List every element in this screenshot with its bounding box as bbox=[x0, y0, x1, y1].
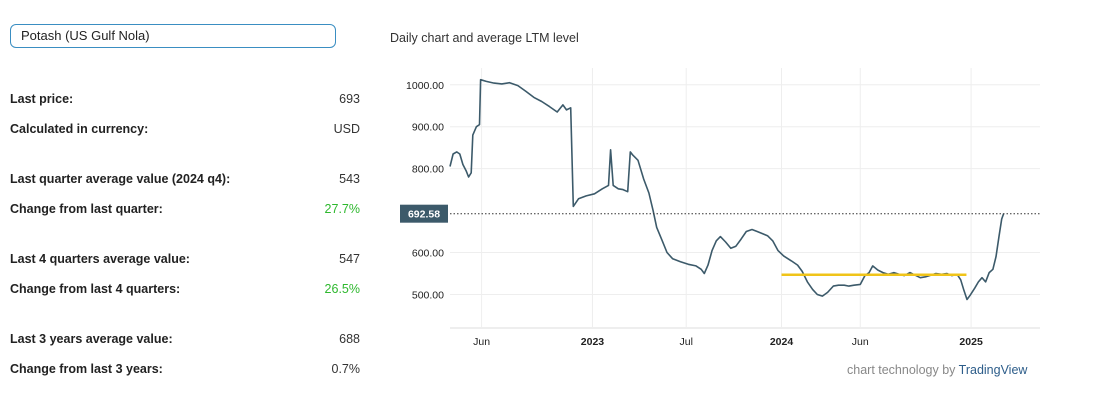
chart-credit: chart technology by TradingView bbox=[847, 363, 1027, 377]
y-tick-label: 900.00 bbox=[412, 122, 444, 134]
stat-row-3y-avg: Last 3 years average value: 688 bbox=[10, 332, 360, 350]
stat-row-change-3y: Change from last 3 years: 0.7% bbox=[10, 362, 360, 380]
last-price-marker: 692.58 bbox=[400, 204, 1040, 223]
stat-row-4q-avg: Last 4 quarters average value: 547 bbox=[10, 252, 360, 270]
stat-value: 27.7% bbox=[324, 202, 360, 216]
stat-label: Last price: bbox=[10, 92, 74, 106]
x-tick-label: 2024 bbox=[770, 336, 794, 348]
price-series-line bbox=[449, 78, 1005, 301]
stat-row-currency: Calculated in currency: USD bbox=[10, 122, 360, 140]
chart-title: Daily chart and average LTM level bbox=[390, 31, 579, 45]
y-axis: 1000.00 900.00 800.00 600.00 500.00 bbox=[406, 80, 444, 302]
x-axis: Jun 2023 Jul 2024 Jun 2025 bbox=[473, 336, 983, 348]
credit-prefix: chart technology by bbox=[847, 363, 956, 377]
x-tick-label: 2023 bbox=[581, 336, 605, 348]
stat-label: Calculated in currency: bbox=[10, 122, 149, 136]
stat-value: 693 bbox=[339, 92, 360, 106]
stat-label: Change from last 3 years: bbox=[10, 362, 163, 376]
last-price-tag bbox=[400, 204, 448, 223]
stat-value: 688 bbox=[339, 332, 360, 346]
stat-label: Last 3 years average value: bbox=[10, 332, 173, 346]
y-tick-label: 1000.00 bbox=[406, 80, 444, 92]
stat-label: Change from last quarter: bbox=[10, 202, 163, 216]
stat-value: USD bbox=[333, 122, 360, 136]
stat-row-change-last-quarter: Change from last quarter: 27.7% bbox=[10, 202, 360, 220]
stat-row-change-4q: Change from last 4 quarters: 26.5% bbox=[10, 282, 360, 300]
tradingview-link[interactable]: TradingView bbox=[958, 363, 1028, 377]
stat-value: 0.7% bbox=[331, 362, 361, 376]
stat-value: 543 bbox=[339, 172, 360, 186]
x-tick-label: Jun bbox=[852, 336, 869, 348]
stat-label: Last quarter average value (2024 q4): bbox=[10, 172, 231, 186]
x-tick-label: Jul bbox=[679, 336, 692, 348]
x-tick-label: 2025 bbox=[959, 336, 983, 348]
y-tick-label: 600.00 bbox=[412, 248, 444, 260]
stat-label: Change from last 4 quarters: bbox=[10, 282, 181, 296]
stat-value: 547 bbox=[339, 252, 360, 266]
stat-row-last-quarter-avg: Last quarter average value (2024 q4): 54… bbox=[10, 172, 360, 190]
stat-label: Last 4 quarters average value: bbox=[10, 252, 190, 266]
chart-series bbox=[449, 78, 1005, 301]
commodity-selector[interactable]: Potash (US Gulf Nola) bbox=[10, 24, 336, 48]
stat-row-last-price: Last price: 693 bbox=[10, 92, 360, 110]
chart-grid bbox=[450, 68, 1040, 329]
y-tick-label: 500.00 bbox=[412, 289, 444, 301]
x-tick-label: Jun bbox=[473, 336, 490, 348]
y-tick-label: 800.00 bbox=[412, 164, 444, 176]
last-price-label: 692.58 bbox=[408, 209, 440, 221]
stat-value: 26.5% bbox=[324, 282, 360, 296]
